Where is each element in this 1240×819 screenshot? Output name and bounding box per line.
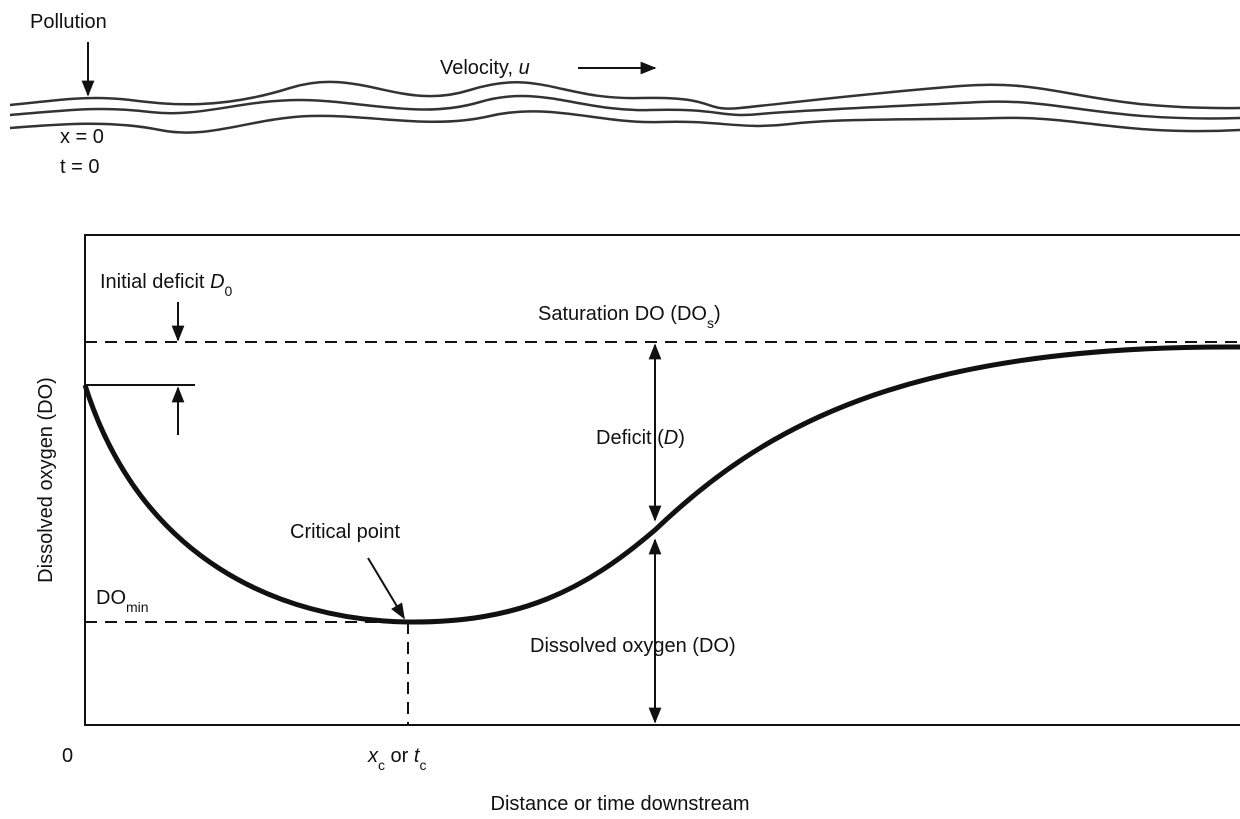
t0-label: t = 0	[60, 156, 99, 178]
label-part: )	[714, 303, 721, 325]
velocity-label: Velocity, u	[440, 57, 530, 79]
y-axis-label: Dissolved oxygen (DO)	[35, 377, 57, 583]
initial-deficit-label: Initial deficit D0	[100, 271, 233, 299]
label-part: c	[419, 757, 426, 773]
plot-frame	[84, 234, 1240, 726]
label-part: )	[678, 427, 685, 449]
label-part: u	[519, 57, 530, 79]
critical-x-label: xc or tc	[367, 745, 426, 773]
label-part: DO	[96, 587, 126, 609]
label-part: t	[414, 745, 421, 767]
shape	[9, 80, 1240, 110]
critical-arrow	[367, 557, 405, 620]
label-part: D	[664, 427, 678, 449]
label-part: c	[378, 757, 385, 773]
critical-point-label: Critical point	[290, 521, 400, 543]
shape	[9, 94, 1240, 120]
origin-label: 0	[62, 745, 73, 767]
x0-label: x = 0	[60, 126, 104, 148]
label-part: 0	[225, 283, 233, 299]
label-part: or	[385, 745, 414, 767]
pollution-label: Pollution	[30, 11, 107, 33]
label-part: D	[210, 271, 224, 293]
label-part: x	[367, 745, 379, 767]
label-part: Deficit (	[596, 427, 664, 449]
do-min-label: DOmin	[96, 587, 149, 615]
do-sag-curve	[82, 344, 1240, 625]
label-part: min	[126, 599, 149, 615]
label-part: Initial deficit	[100, 271, 210, 293]
shape	[9, 110, 1240, 134]
dissolved-oxygen-label: Dissolved oxygen (DO)	[530, 635, 736, 657]
river	[9, 80, 1240, 134]
label-part: Saturation DO (DO	[538, 303, 707, 325]
label-part: s	[707, 315, 714, 331]
x-axis-label: Distance or time downstream	[491, 793, 750, 815]
saturation-label: Saturation DO (DOs)	[538, 303, 721, 331]
label-part: Velocity,	[440, 57, 519, 79]
deficit-label: Deficit (D)	[596, 427, 685, 449]
